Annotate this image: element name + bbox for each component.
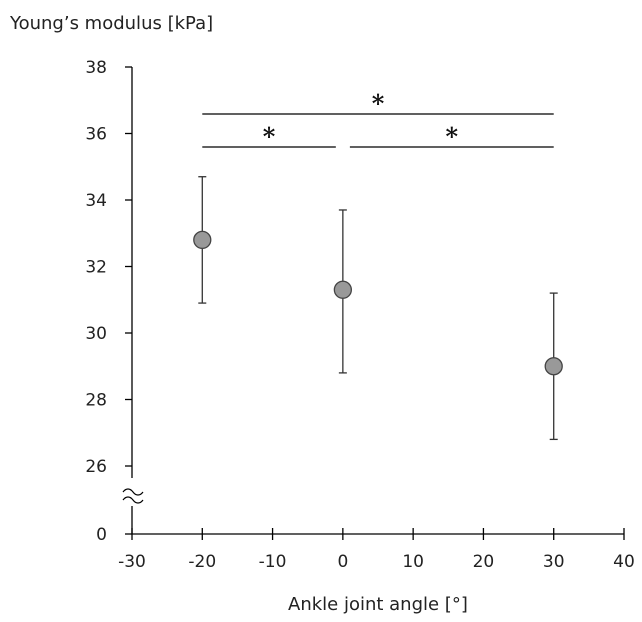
y-axis-ticks: 26 28 30 32 34 36 38 [85,58,132,477]
y-tick-label: 34 [85,191,107,211]
x-tick-label: 40 [613,552,635,572]
x-tick-label: -10 [259,552,287,572]
x-axis-label: Ankle joint angle [°] [288,594,468,615]
x-tick-label: -30 [118,552,146,572]
x-tick-label: 30 [543,552,565,572]
data-points [193,176,563,441]
y-tick-label: 38 [85,58,107,78]
data-point [544,357,563,376]
y-axis-label: Young’s modulus [kPa] [9,13,213,34]
y-tick-label: 36 [85,125,107,145]
y-tick-label: 32 [85,258,107,278]
y-tick-label-zero: 0 [96,525,107,545]
significance-star: * [446,122,459,151]
significance-brackets: * * * [202,89,554,151]
significance-star: * [372,89,385,118]
y-tick-label: 28 [85,391,107,411]
x-axis-ticks: -30 -20 -10 0 10 20 30 40 [118,528,635,572]
data-point [193,230,212,250]
significance-star: * [263,122,276,151]
x-tick-label: 10 [402,552,424,572]
y-tick-label: 26 [85,457,107,477]
data-point [333,280,353,299]
x-tick-label: 0 [337,552,348,572]
x-tick-label: 20 [473,552,495,572]
y-tick-label: 30 [85,324,107,344]
x-tick-label: -20 [188,552,216,572]
axis-break-icon [122,488,144,504]
